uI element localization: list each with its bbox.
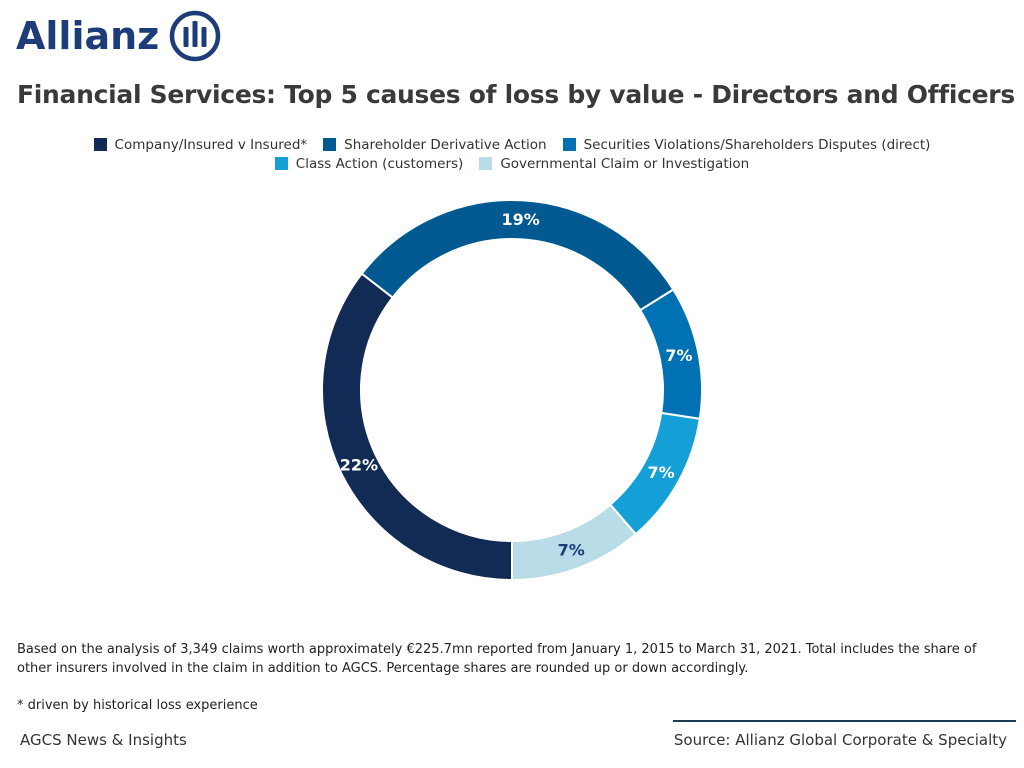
legend-swatch [562,138,576,151]
allianz-eagle-icon [170,10,221,62]
methodology-note: Based on the analysis of 3,349 claims wo… [17,642,977,676]
legend-item: Governmental Claim or Investigation [479,156,749,172]
legend-item: Class Action (customers) [274,155,464,172]
legend-item: Securities Violations/Shareholders Dispu… [562,136,931,153]
legend-label: Company/Insured v Insured* [114,136,308,153]
legend-label: Shareholder Derivative Action [344,136,547,153]
legend-item: Shareholder Derivative Action [323,136,547,153]
legend-item: Company/Insured v Insured* [93,136,308,153]
footer-publication: AGCS News & Insights [20,731,187,749]
legend-label: Governmental Claim or Investigation [500,155,750,172]
donut-slice [321,272,513,582]
legend-swatch [274,157,288,170]
footer-divider [673,720,1016,722]
footnote: * driven by historical loss experience [17,698,258,713]
brand-logo: Allianz [16,8,221,64]
legend-swatch [93,138,107,151]
legend-label: Class Action (customers) [295,155,464,172]
chart-title: Financial Services: Top 5 causes of loss… [17,80,1015,109]
chart-legend: Company/Insured v Insured* Shareholder D… [0,135,1024,173]
legend-row-1: Company/Insured v Insured* Shareholder D… [0,135,1024,154]
slice-label: 7% [558,540,585,559]
legend-swatch [479,157,493,170]
slice-label: 22% [340,456,378,475]
slice-label: 7% [665,346,692,365]
donut-chart: 7% 7% 7% 19% 22% [321,199,703,582]
legend-label: Securities Violations/Shareholders Dispu… [583,136,931,153]
footer-source: Source: Allianz Global Corporate & Speci… [673,731,1007,749]
brand-name: Allianz [16,14,160,58]
slice-label: 7% [647,463,674,482]
legend-swatch [323,138,337,151]
slice-label: 19% [501,210,539,229]
legend-row-2: Class Action (customers) Governmental Cl… [0,154,1024,173]
